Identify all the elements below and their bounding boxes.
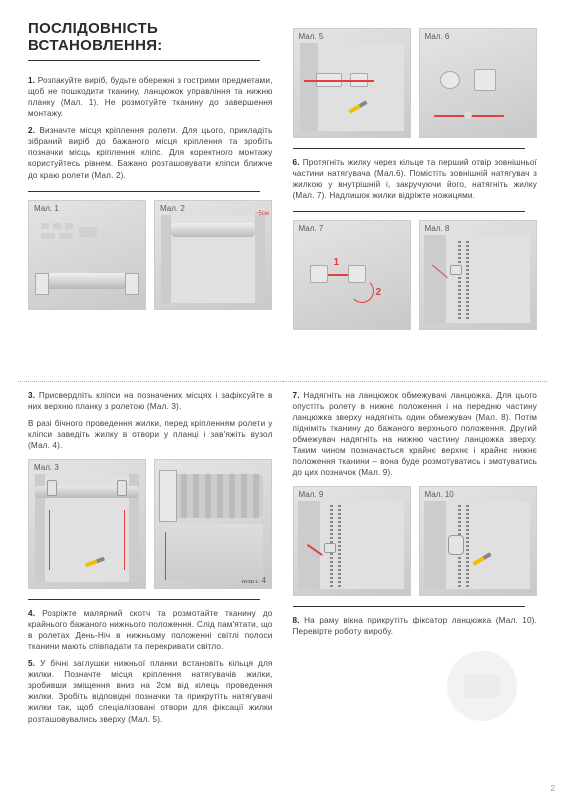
fig10-label: Мал. 10 xyxy=(425,490,454,499)
fig7-label: Мал. 7 xyxy=(299,224,324,233)
divider xyxy=(28,191,260,192)
watermark-logo xyxy=(447,651,517,721)
fig3-label: Мал. 3 xyxy=(34,463,59,472)
fig1-label: Мал. 1 xyxy=(34,204,59,213)
divider xyxy=(293,211,525,212)
figure-4: Мал. 4 xyxy=(154,459,272,589)
figure-1: Мал. 1 xyxy=(28,200,146,310)
figure-8: Мал. 8 xyxy=(419,220,537,330)
page-number: 2 xyxy=(551,784,555,793)
step-4: 4. Розріжте малярний скотч та розмотайте… xyxy=(28,608,273,652)
fig5-label: Мал. 5 xyxy=(299,32,324,41)
figure-row-9-10: Мал. 9 Мал. 10 xyxy=(293,486,538,596)
figure-row-5-6: Мал. 5 Мал. 6 xyxy=(293,28,538,138)
figure-9: Мал. 9 xyxy=(293,486,411,596)
page-title: ПОСЛІДОВНІСТЬ ВСТАНОВЛЕННЯ: xyxy=(28,20,260,61)
step-8: 8. На раму вікна прикрутіть фіксатор лан… xyxy=(293,615,538,637)
quadrant-4: 7. Надягніть на ланцюжок обмежувачі ланц… xyxy=(283,382,548,781)
figure-7: Мал. 7 1 2 xyxy=(293,220,411,330)
figure-6: Мал. 6 xyxy=(419,28,537,138)
step-7: 7. Надягніть на ланцюжок обмежувачі ланц… xyxy=(293,390,538,479)
figure-10: Мал. 10 xyxy=(419,486,537,596)
fig6-label: Мал. 6 xyxy=(425,32,450,41)
step-5: 5. У бічні заглушки нижньої планки встан… xyxy=(28,658,273,724)
callout-2: 2 xyxy=(376,287,382,298)
divider xyxy=(293,606,525,607)
instruction-page: ПОСЛІДОВНІСТЬ ВСТАНОВЛЕННЯ: 1. Розпакуйт… xyxy=(0,0,565,799)
step-1: 1. Розпакуйте виріб, будьте обережні з г… xyxy=(28,75,273,119)
figure-5: Мал. 5 xyxy=(293,28,411,138)
step-2: 2. Визначте місця кріплення ролети. Для … xyxy=(28,125,273,180)
fig2-label: Мал. 2 xyxy=(160,204,185,213)
quadrant-2: Мал. 5 Мал. 6 6. Протягн xyxy=(283,12,548,382)
callout-1: 1 xyxy=(334,257,340,268)
fig9-label: Мал. 9 xyxy=(299,490,324,499)
figure-row-3-4: Мал. 3 Мал. 4 xyxy=(28,459,273,589)
divider xyxy=(293,148,525,149)
step-6: 6. Протягніть жилку через кільце та перш… xyxy=(293,157,538,201)
step-3: 3. Присвердліть кліпси на позначених міс… xyxy=(28,390,273,412)
quadrant-1: ПОСЛІДОВНІСТЬ ВСТАНОВЛЕННЯ: 1. Розпакуйт… xyxy=(18,12,283,382)
figure-2: Мал. 2 ~5см xyxy=(154,200,272,310)
divider xyxy=(28,599,260,600)
fig8-label: Мал. 8 xyxy=(425,224,450,233)
figure-3: Мал. 3 xyxy=(28,459,146,589)
figure-row-1-2: Мал. 1 Мал. 2 ~5см xyxy=(28,200,273,310)
quadrant-3: 3. Присвердліть кліпси на позначених міс… xyxy=(18,382,283,781)
step-3b: В разі бічного проведення жилки, перед к… xyxy=(28,418,273,451)
figure-row-7-8: Мал. 7 1 2 Мал. 8 xyxy=(293,220,538,330)
